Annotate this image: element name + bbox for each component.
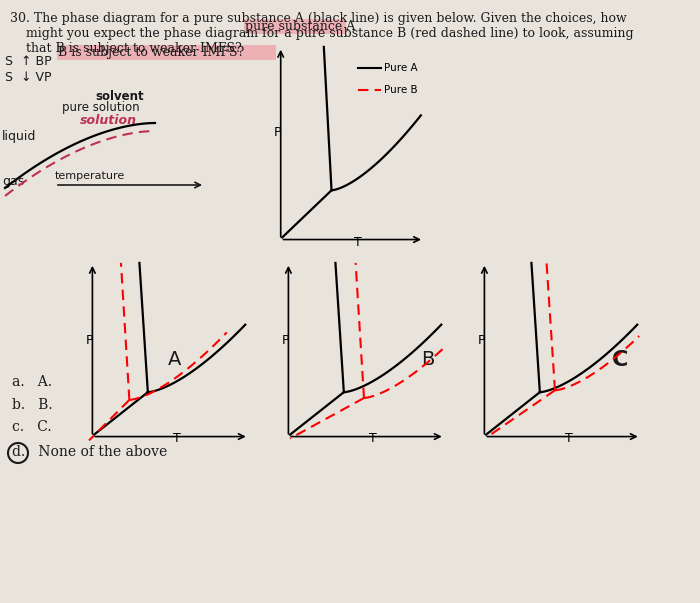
Text: c.   C.: c. C. (12, 420, 52, 434)
Text: solvent: solvent (95, 90, 144, 103)
Text: P: P (477, 333, 485, 347)
Text: T: T (354, 236, 362, 249)
Text: P: P (281, 333, 289, 347)
Text: S  ↑ BP: S ↑ BP (5, 55, 52, 68)
FancyBboxPatch shape (57, 45, 276, 60)
Text: gas: gas (2, 175, 25, 188)
Text: pure solution: pure solution (62, 101, 139, 114)
Text: T: T (564, 432, 573, 445)
Text: T: T (172, 432, 181, 445)
Text: C: C (612, 350, 628, 370)
Text: b.   B.: b. B. (12, 398, 52, 412)
Text: temperature: temperature (55, 171, 125, 181)
Text: that B is subject to weaker IMFS?: that B is subject to weaker IMFS? (10, 42, 241, 55)
Text: Pure B: Pure B (384, 84, 417, 95)
Text: B is subject to weaker IMFS?: B is subject to weaker IMFS? (58, 46, 244, 59)
Text: solution: solution (80, 114, 137, 127)
Text: might you expect the phase diagram for a pure substance B (red dashed line) to l: might you expect the phase diagram for a… (10, 27, 634, 40)
Text: P: P (274, 126, 281, 139)
Text: pure substance A: pure substance A (245, 20, 355, 33)
Text: T: T (368, 432, 377, 445)
Text: 30. The phase diagram for a pure substance A (black line) is given below. Given : 30. The phase diagram for a pure substan… (10, 12, 626, 25)
Text: P: P (85, 333, 93, 347)
Text: a.   A.: a. A. (12, 375, 52, 389)
Text: liquid: liquid (2, 130, 36, 143)
Text: B: B (421, 350, 435, 369)
FancyBboxPatch shape (244, 19, 346, 34)
Text: Pure A: Pure A (384, 63, 417, 74)
Text: S  ↓ VP: S ↓ VP (5, 71, 52, 84)
Text: A: A (168, 350, 182, 369)
Text: d.   None of the above: d. None of the above (12, 445, 167, 459)
